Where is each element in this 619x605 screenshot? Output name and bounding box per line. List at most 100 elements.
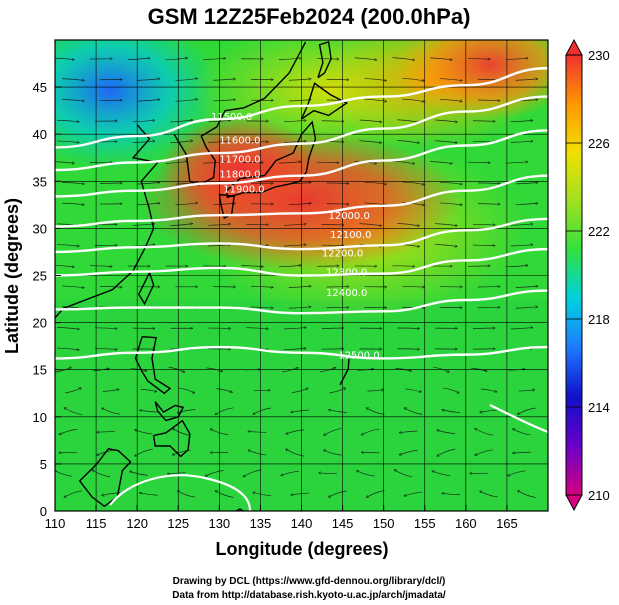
streamline	[475, 449, 493, 456]
height-contour-line	[55, 129, 548, 198]
streamline	[291, 492, 309, 495]
streamline	[397, 349, 419, 350]
streamline	[57, 140, 79, 143]
streamline	[137, 203, 160, 206]
streamline	[366, 408, 385, 415]
contour-label: 11500.0	[211, 112, 252, 123]
coastlines	[55, 40, 350, 511]
contour-labels: 11500.0 11600.0 11700.0 11800.0 11900.0 12000…	[211, 112, 380, 361]
streamline	[178, 387, 194, 393]
streamline	[203, 58, 225, 60]
streamline	[64, 490, 83, 497]
streamline	[208, 224, 230, 226]
streamline	[170, 141, 193, 144]
streamline	[215, 407, 234, 415]
streamline	[359, 119, 382, 122]
streamline	[357, 369, 374, 371]
streamline	[321, 121, 344, 122]
streamline	[321, 224, 344, 225]
streamline	[477, 100, 500, 101]
streamline	[283, 348, 306, 351]
streamline	[57, 244, 79, 247]
streamline	[324, 450, 342, 456]
x-axis: 110 115 120 125 130 135 140 145 150 155 160 165	[45, 505, 518, 531]
streamline	[367, 390, 383, 392]
streamline	[480, 491, 498, 498]
streamline	[505, 162, 528, 164]
y-tick-label: 15	[33, 363, 47, 378]
contour-label: 11600.0	[219, 136, 260, 147]
streamline	[288, 307, 311, 309]
y-tick-label: 20	[33, 316, 47, 331]
streamline	[246, 328, 268, 329]
streamline	[362, 428, 380, 435]
streamline	[435, 223, 457, 226]
streamline	[324, 428, 342, 435]
streamline	[62, 202, 84, 205]
streamline	[62, 182, 84, 184]
streamline	[364, 78, 386, 81]
height-contour-line	[55, 247, 548, 277]
streamline	[65, 388, 81, 394]
streamline	[515, 183, 538, 185]
streamline	[137, 182, 160, 185]
streamline	[397, 328, 419, 329]
streamline	[62, 285, 84, 288]
contour-label: 12100.0	[330, 230, 371, 241]
streamline	[213, 79, 235, 81]
streamline	[515, 286, 538, 288]
streamline	[505, 265, 528, 268]
y-tick-label: 5	[40, 457, 47, 472]
streamline	[170, 224, 193, 226]
streamline	[510, 224, 533, 226]
x-tick-label: 135	[250, 516, 272, 531]
colorbar-tick-label: 226	[588, 136, 610, 151]
coastline-sakhalin	[317, 40, 332, 79]
colorbar-tick-label: 230	[588, 48, 610, 63]
streamline	[168, 473, 186, 474]
height-contour-line	[55, 217, 548, 254]
streamline	[291, 388, 308, 393]
streamline	[57, 347, 79, 350]
contour-label: 11900.0	[223, 185, 264, 196]
streamline	[140, 410, 158, 413]
warm-region-northeast	[400, 40, 548, 120]
y-axis: 0 5 10 15 20 25 30 35 40 45	[33, 80, 61, 519]
streamline	[430, 161, 452, 163]
plot-area: 11500.0 11600.0 11700.0 11800.0 11900.0 12000…	[55, 40, 548, 511]
streamline	[288, 79, 311, 81]
streamline	[55, 57, 74, 60]
x-tick-label: 125	[167, 516, 189, 531]
streamline	[253, 492, 272, 497]
streamline	[442, 410, 461, 413]
streamline	[170, 120, 193, 123]
contour-label: 12400.0	[326, 288, 367, 299]
streamline	[281, 470, 300, 475]
colorbar-tick-label: 222	[588, 224, 610, 239]
streamline	[316, 162, 339, 163]
streamline	[177, 409, 196, 412]
streamline	[329, 490, 347, 497]
coastline-korea-coast	[173, 41, 307, 186]
streamline	[248, 431, 267, 432]
coastline-visayas	[154, 401, 185, 422]
streamline	[288, 203, 311, 205]
height-contour-line	[55, 95, 548, 172]
chart-title: GSM 12Z25Feb2024 (200.0hPa)	[148, 4, 471, 29]
streamline	[283, 141, 306, 143]
colorbar-tick-label: 214	[588, 400, 610, 415]
streamline	[518, 407, 536, 414]
streamline	[135, 448, 153, 456]
streamline	[165, 58, 188, 61]
streamline	[208, 141, 230, 143]
streamline	[402, 181, 424, 185]
streamline	[477, 204, 500, 205]
streamline	[433, 366, 449, 372]
streamline	[92, 470, 111, 478]
height-contour-line	[55, 289, 548, 315]
streamline	[395, 367, 411, 371]
streamline	[241, 266, 263, 267]
colorbar-max-triangle	[565, 38, 583, 56]
streamline	[281, 368, 298, 373]
